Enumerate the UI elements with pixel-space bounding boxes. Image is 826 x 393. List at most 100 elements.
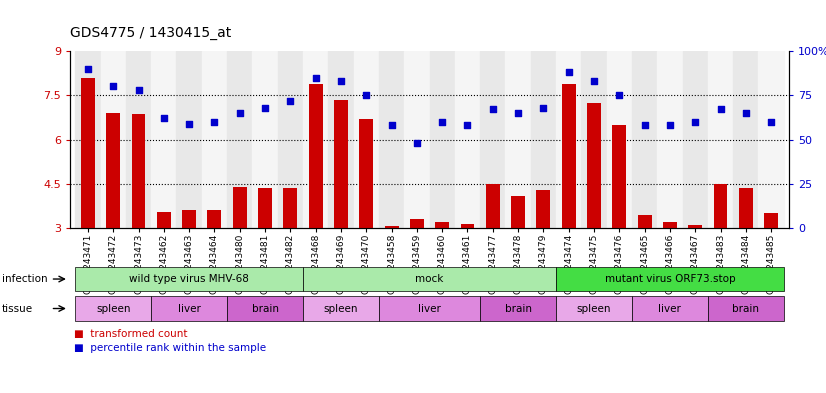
Text: spleen: spleen [324, 303, 358, 314]
Bar [107, 113, 121, 228]
Text: tissue: tissue [2, 303, 33, 314]
Text: brain: brain [252, 303, 278, 314]
Text: liver: liver [178, 303, 201, 314]
Bar [410, 219, 424, 228]
Point [739, 110, 752, 116]
Text: wild type virus MHV-68: wild type virus MHV-68 [129, 274, 249, 284]
Bar [385, 226, 398, 228]
Point [765, 119, 778, 125]
Point [359, 92, 373, 98]
Bar [75, 296, 151, 321]
Bar [657, 51, 682, 228]
Bar [587, 103, 601, 228]
Bar [435, 222, 449, 228]
Bar [638, 215, 652, 228]
Bar [379, 51, 404, 228]
Bar [283, 188, 297, 228]
Text: spleen: spleen [96, 303, 131, 314]
Bar [430, 51, 455, 228]
Point [663, 122, 676, 129]
Bar [632, 296, 708, 321]
Bar [101, 51, 126, 228]
Bar [227, 296, 303, 321]
Point [411, 140, 424, 146]
Bar [151, 51, 177, 228]
Point [562, 69, 575, 75]
Bar [461, 224, 474, 228]
Point [689, 119, 702, 125]
Bar [556, 296, 632, 321]
Point [461, 122, 474, 129]
Point [309, 74, 322, 81]
Bar [562, 83, 576, 228]
Bar [764, 213, 778, 228]
Bar [303, 51, 328, 228]
Text: spleen: spleen [577, 303, 611, 314]
Bar [126, 51, 151, 228]
Point [81, 66, 94, 72]
Point [183, 120, 196, 127]
Point [157, 115, 170, 121]
Point [208, 119, 221, 125]
Bar [682, 51, 708, 228]
Bar [253, 51, 278, 228]
Bar [258, 188, 272, 228]
Bar [606, 51, 632, 228]
Bar [227, 51, 253, 228]
Bar [151, 296, 227, 321]
Point [259, 105, 272, 111]
Point [487, 106, 500, 112]
Point [132, 87, 145, 93]
Bar [531, 51, 556, 228]
Text: infection: infection [2, 274, 47, 284]
Bar [455, 51, 480, 228]
Bar [758, 51, 784, 228]
Bar [480, 296, 556, 321]
Bar [688, 225, 702, 228]
Bar [75, 51, 101, 228]
Bar [612, 125, 626, 228]
Bar [582, 51, 606, 228]
Bar [714, 184, 728, 228]
Point [511, 110, 525, 116]
Bar [131, 114, 145, 228]
Bar [556, 51, 582, 228]
Point [714, 106, 727, 112]
Bar [202, 51, 227, 228]
Bar [632, 51, 657, 228]
Point [638, 122, 651, 129]
Point [613, 92, 626, 98]
Bar [183, 210, 196, 228]
Text: ■  transformed count: ■ transformed count [74, 329, 188, 339]
Bar [506, 51, 531, 228]
Point [385, 122, 398, 129]
Text: liver: liver [658, 303, 681, 314]
Text: mock: mock [415, 274, 444, 284]
Bar [486, 184, 500, 228]
Text: brain: brain [505, 303, 532, 314]
Bar [708, 51, 733, 228]
Bar [334, 100, 348, 228]
Text: liver: liver [418, 303, 441, 314]
Point [335, 78, 348, 84]
Bar [354, 51, 379, 228]
Point [233, 110, 246, 116]
Point [587, 78, 601, 84]
Bar [81, 78, 95, 228]
Point [107, 83, 120, 90]
Bar [379, 296, 480, 321]
Bar [536, 189, 550, 228]
Bar [404, 51, 430, 228]
Bar [207, 210, 221, 228]
Bar [556, 266, 784, 292]
Text: brain: brain [733, 303, 759, 314]
Bar [663, 222, 676, 228]
Text: ■  percentile rank within the sample: ■ percentile rank within the sample [74, 343, 267, 353]
Bar [278, 51, 303, 228]
Bar [303, 266, 556, 292]
Point [284, 97, 297, 104]
Bar [233, 187, 247, 228]
Bar [738, 188, 752, 228]
Bar [303, 296, 379, 321]
Bar [511, 195, 525, 228]
